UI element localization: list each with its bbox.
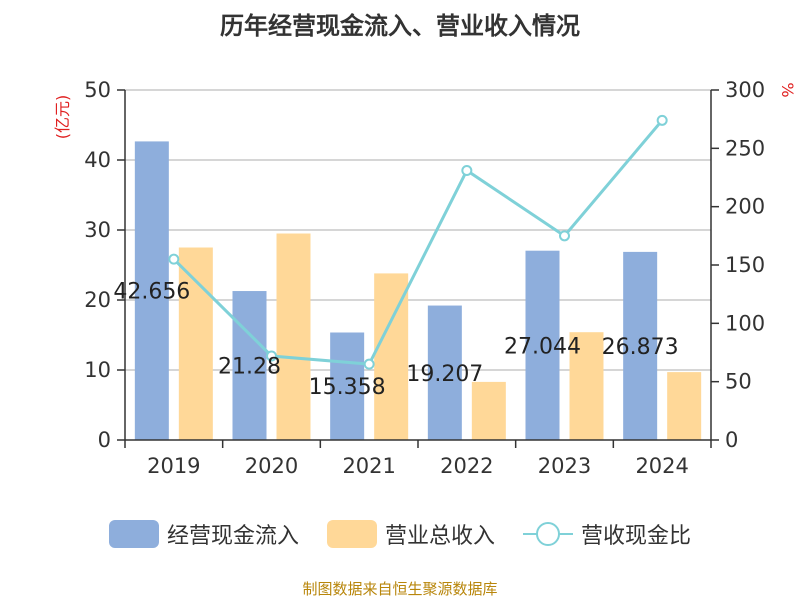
right-tick-label: 250 xyxy=(725,136,765,160)
left-axis-unit: (亿元) xyxy=(53,95,72,140)
ratio-point-2021 xyxy=(363,358,375,370)
ratio-line xyxy=(168,114,668,370)
legend-swatch-cash-inflow xyxy=(108,520,159,548)
left-tick-label: 10 xyxy=(84,358,111,382)
ratio-point-2024 xyxy=(656,114,668,126)
left-tick-label: 20 xyxy=(84,288,111,312)
x-tick-label-2020: 2020 xyxy=(245,454,298,478)
right-tick-label: 50 xyxy=(725,370,752,394)
right-tick-label: 0 xyxy=(725,428,738,452)
x-tick-label-2024: 2024 xyxy=(635,454,688,478)
x-tick-label-2019: 2019 xyxy=(147,454,200,478)
source-note: 制图数据来自恒生聚源数据库 xyxy=(302,580,498,598)
bar-revenue-2019 xyxy=(178,247,213,440)
right-tick-label: 150 xyxy=(725,253,765,277)
legend-label-cash-inflow: 经营现金流入 xyxy=(166,524,299,549)
bar-cash-inflow-2019 xyxy=(134,141,169,440)
bar-revenue-2022 xyxy=(471,381,506,440)
right-tick-label: 200 xyxy=(725,195,765,219)
ratio-point-2020 xyxy=(266,350,277,362)
x-tick-label-2023: 2023 xyxy=(538,454,591,478)
right-axis-unit: % xyxy=(778,82,797,97)
gridlines xyxy=(125,89,711,371)
bar-revenue-2024 xyxy=(667,372,702,440)
bar-cash-inflow-2020 xyxy=(232,291,267,440)
x-tick-label-2022: 2022 xyxy=(440,454,493,478)
axes: 0 10 20 30 40 50 0 50 100 150 200 250 300 2019 2020 202… xyxy=(53,78,797,478)
legend-item-cash-inflow[interactable]: 经营现金流入 xyxy=(108,518,299,550)
legend-swatch-revenue xyxy=(326,520,377,548)
legend-label-revenue: 营业总收入 xyxy=(384,524,495,549)
value-label-2021: 15.358 xyxy=(309,375,386,400)
value-label-2020: 21.28 xyxy=(218,355,281,380)
ratio-point-2022 xyxy=(461,165,473,176)
ratio-point-2023 xyxy=(559,230,570,242)
bar-revenue-2023 xyxy=(569,332,604,440)
value-label-2024: 26.873 xyxy=(602,335,679,360)
ratio-point-2019 xyxy=(168,253,180,265)
x-tick-label-2021: 2021 xyxy=(342,454,395,478)
bar-revenue-2020 xyxy=(276,233,311,440)
value-label-2022: 19.207 xyxy=(406,362,483,387)
legend-swatch-ratio xyxy=(523,520,573,548)
ratio-polyline xyxy=(172,119,664,366)
right-tick-label: 100 xyxy=(725,311,765,335)
bar-cash-inflow-2024 xyxy=(623,251,658,440)
value-label-2019: 42.656 xyxy=(113,280,190,305)
bar-cash-inflow-2022 xyxy=(427,305,462,440)
bar-cash-inflow-2021 xyxy=(330,332,365,440)
chart-title: 历年经营现金流入、营业收入情况 xyxy=(220,12,580,40)
bar-value-labels: 42.656 21.28 15.358 19.207 27.044 26.873 xyxy=(113,280,678,401)
bars xyxy=(134,141,702,440)
left-tick-label: 40 xyxy=(84,148,111,172)
legend: 经营现金流入 营业总收入 营收现金比 xyxy=(0,518,800,550)
bar-cash-inflow-2023 xyxy=(525,250,560,440)
left-tick-label: 30 xyxy=(84,218,111,242)
legend-item-revenue[interactable]: 营业总收入 xyxy=(326,518,495,550)
value-label-2023: 27.044 xyxy=(504,334,581,359)
right-tick-label: 300 xyxy=(725,78,765,102)
legend-label-ratio: 营收现金比 xyxy=(581,524,692,549)
legend-item-ratio[interactable]: 营收现金比 xyxy=(523,518,691,550)
left-tick-label: 0 xyxy=(98,428,111,452)
left-tick-label: 50 xyxy=(84,78,111,102)
